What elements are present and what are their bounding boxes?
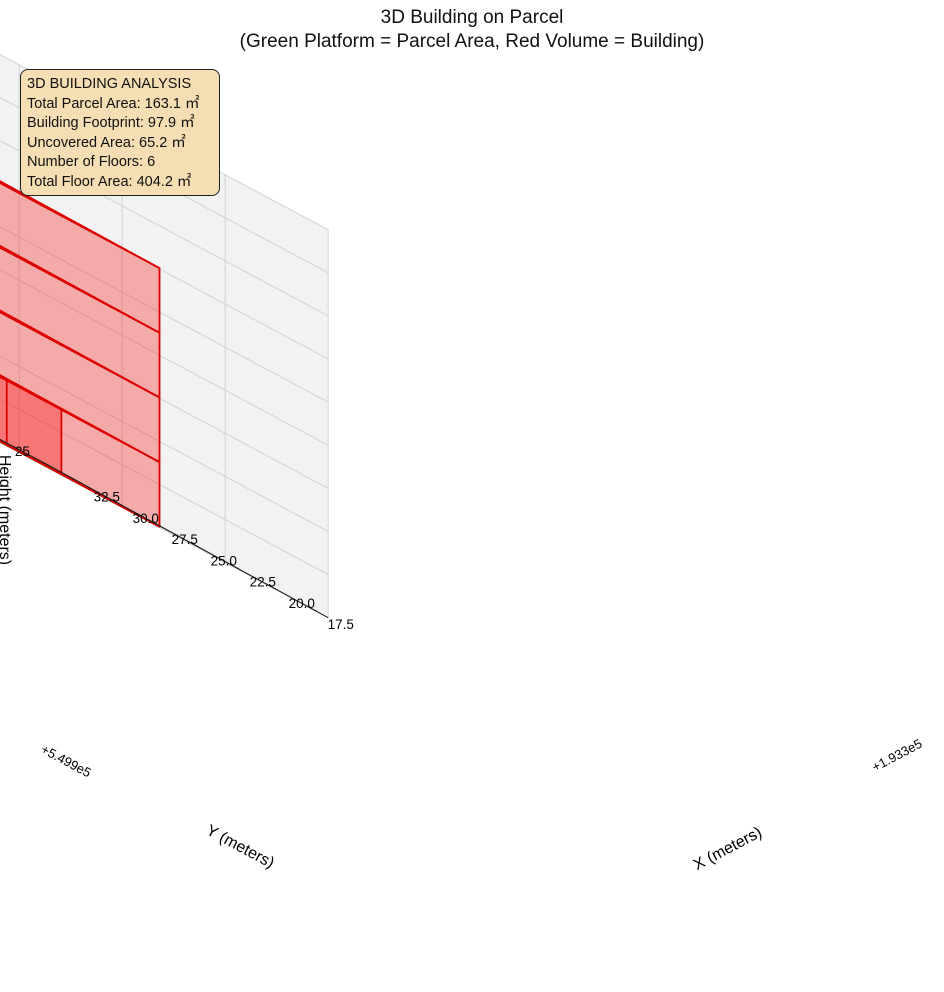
building-face — [0, 244, 161, 399]
chart-title-line2: (Green Platform = Parcel Area, Red Volum… — [239, 31, 705, 52]
y-axis-title: Y (meters) — [203, 822, 277, 872]
info-uncovered-area: Uncovered Area: 65.2 ㎡ — [27, 134, 186, 151]
info-building-footprint: Building Footprint: 97.9 ㎡ — [27, 115, 195, 131]
x-tick-label: 22.5 — [250, 575, 276, 590]
building-block — [0, 374, 63, 475]
x-tick-label: 30.0 — [133, 511, 159, 526]
x-tick-mark — [109, 498, 123, 506]
grid-line-z — [0, 269, 329, 446]
x-tick-label: 20.0 — [289, 596, 315, 611]
info-heading: 3D BUILDING ANALYSIS — [27, 76, 192, 92]
x-tick-mark — [70, 476, 84, 485]
x-tick-mark — [304, 604, 318, 612]
analysis-info-box: 3D BUILDING ANALYSIS Total Parcel Area: … — [20, 69, 220, 196]
grid-line-z — [0, 183, 329, 360]
x-axis-title: X (meters) — [691, 824, 765, 874]
info-parcel-area: Total Parcel Area: 163.1 ㎡ — [27, 95, 200, 112]
x-tick-label: 25.0 — [211, 553, 237, 568]
grid-line-z — [0, 355, 329, 532]
x-offset-label: +1.933e5 — [869, 736, 924, 775]
grid-line-z — [0, 312, 329, 489]
x-tick-mark — [226, 561, 240, 570]
grid-line-z — [0, 398, 329, 575]
building-face — [0, 374, 63, 410]
grid-line-z — [0, 441, 329, 619]
info-total-floor-area: Total Floor Area: 404.2 ㎡ — [27, 173, 192, 190]
axis-ticks: 17.520.022.525.027.530.032.5510152025024… — [15, 444, 354, 632]
y-tick-label: 25 — [15, 444, 30, 459]
building-volume — [0, 180, 161, 528]
info-number-of-floors: Number of Floors: 6 — [27, 154, 156, 170]
building-face — [0, 180, 161, 269]
x-tick-label: 17.5 — [328, 617, 354, 632]
y-tick-mark — [42, 461, 56, 470]
y-offset-label: +5.499e5 — [39, 741, 94, 780]
x-tick-label: 27.5 — [172, 532, 198, 547]
x-tick-mark — [265, 583, 279, 591]
grid-line-z — [0, 226, 329, 403]
x-tick-mark — [187, 540, 201, 549]
building-block — [0, 180, 161, 334]
chart-title: 3D Building on Parcel (Green Platform = … — [0, 6, 944, 54]
z-axis-title: Height (meters) — [0, 455, 13, 565]
grid-line-z — [0, 140, 329, 317]
x-tick-label: 32.5 — [94, 490, 120, 505]
building-face — [0, 180, 161, 334]
chart-title-line1: 3D Building on Parcel — [380, 7, 564, 28]
x-tick-mark — [148, 519, 162, 527]
